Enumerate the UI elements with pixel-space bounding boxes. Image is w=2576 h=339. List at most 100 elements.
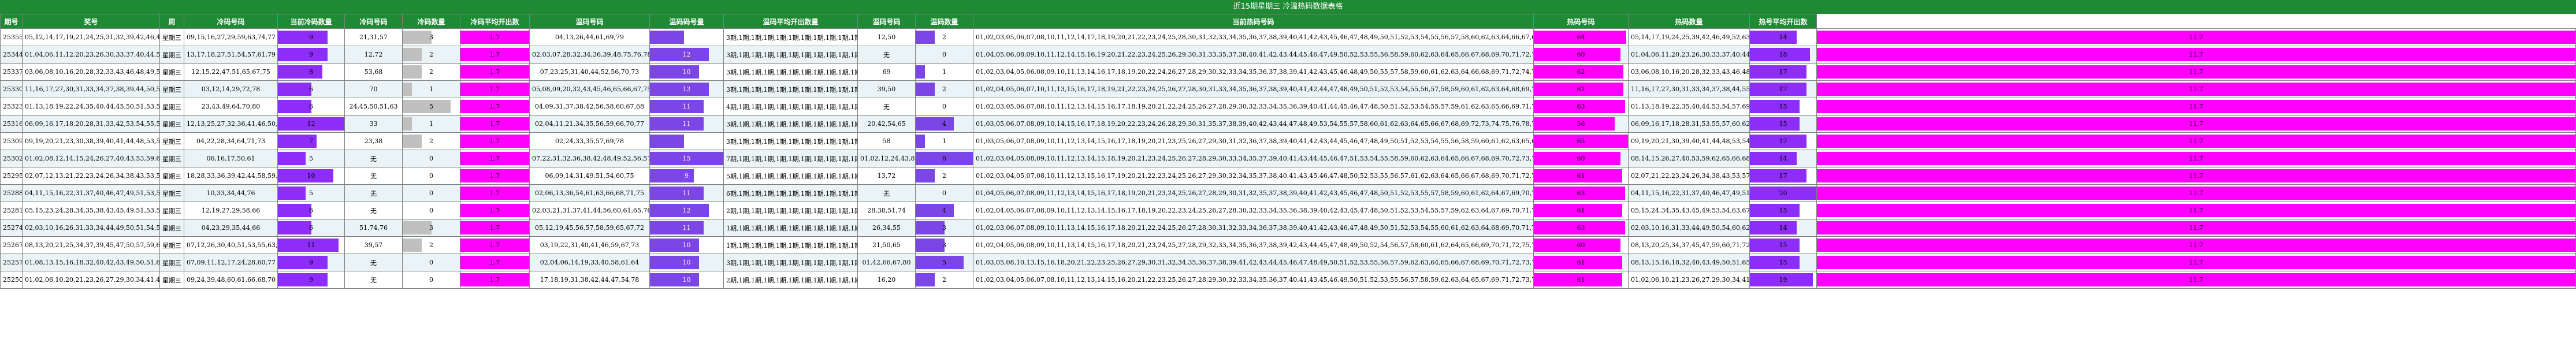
cold-count2-cell-bar (403, 117, 412, 131)
hot-count2-cell-bar (1750, 169, 1806, 182)
warm-count2-cell: 2 (915, 271, 973, 289)
warm-list-cell: 3期,1期,1期,1期,1期,1期,1期,1期,1期,1期,1期,1期,1期 (723, 63, 858, 81)
column-header[interactable]: 冷码号码 (184, 14, 278, 29)
numbers-cell: 02,03,10,16,26,31,33,34,44,49,50,51,54,5… (22, 219, 160, 237)
warm-count2-cell-value: 3 (942, 241, 946, 249)
numbers-cell: 05,12,14,17,19,21,24,25,31,32,39,42,46,4… (22, 28, 160, 46)
cold-count-cell-bar (278, 273, 328, 286)
column-header[interactable]: 期号 (0, 14, 23, 29)
warm-numbers-cell: 02,03,21,31,37,41,44,56,60,61,65,76 (529, 202, 650, 219)
table-row[interactable]: 25250 01,02,06,10,20,21,23,26,27,29,30,34… (0, 271, 2576, 289)
cold-count-cell-bar (278, 152, 306, 165)
table-row[interactable]: 25337 03,06,08,10,16,20,28,32,33,43,46,48… (0, 63, 2576, 81)
warm-list-cell: 5期,1期,1期,1期,1期,1期,1期,1期,1期,1期,1期,1期,1期 (723, 167, 858, 185)
cold-avg-cell-value: 1.7 (489, 241, 500, 249)
table-row[interactable]: 25344 01,04,06,11,12,20,23,26,30,33,37,40… (0, 46, 2576, 64)
column-header[interactable]: 温码数量 (915, 14, 973, 29)
table-row[interactable]: 25302 01,02,08,12,14,15,24,26,27,40,43,53… (0, 150, 2576, 167)
hot-count2-cell-bar (1750, 221, 1797, 234)
column-header[interactable]: 周 (159, 14, 184, 29)
warm-count-cell-bar (650, 187, 704, 200)
column-header[interactable]: 温码号码 (857, 14, 916, 29)
period-cell: 25257 (0, 254, 23, 271)
hot-current-cell: 01,02,03,04,05,08,09,10,11,12,13,14,15,1… (973, 150, 1534, 167)
table-row[interactable]: 25288 04,11,15,16,22,31,37,40,46,47,49,51… (0, 184, 2576, 202)
warm-count-cell-value: 11 (682, 224, 691, 232)
warm-count-cell: 10 (649, 236, 724, 254)
table-row[interactable]: 25267 08,13,20,21,25,34,37,39,45,47,50,57… (0, 236, 2576, 254)
cold-numbers2-cell: 51,74,76 (344, 219, 403, 237)
hot-avg-cell: 11.7 (1816, 167, 2576, 185)
hot-count2-cell-value: 14 (1779, 155, 1787, 162)
warm-count2-cell-bar (916, 169, 935, 182)
table-row[interactable]: 25257 01,08,13,15,16,18,32,40,42,43,49,50… (0, 254, 2576, 271)
warm-count2-cell: 4 (915, 115, 973, 133)
table-row[interactable]: 25330 11,16,17,27,30,31,33,34,37,38,39,44… (0, 80, 2576, 98)
hot-avg-cell-value: 11.7 (2189, 189, 2203, 197)
warm-count2-cell: 1 (915, 132, 973, 150)
cold-numbers2-cell: 无 (344, 271, 403, 289)
column-header[interactable]: 当前冷码数量 (277, 14, 345, 29)
table-row[interactable]: 25355 05,12,14,17,19,21,24,25,31,32,39,42… (0, 28, 2576, 46)
table-row[interactable]: 25323 01,13,18,19,22,24,35,40,44,45,50,51… (0, 98, 2576, 116)
column-header[interactable]: 奖号 (22, 14, 160, 29)
hot-count-cell: 62 (1533, 63, 1629, 81)
hot-count-cell: 60 (1533, 236, 1629, 254)
hot-avg-cell-bar (1817, 239, 2575, 252)
cold-avg-cell: 1.7 (460, 98, 530, 116)
column-header[interactable]: 温码平均开出数量 (723, 14, 858, 29)
hot-avg-cell-bar (1817, 221, 2575, 234)
column-header[interactable]: 当前热码号码 (973, 14, 1534, 29)
hot-avg-cell: 11.7 (1816, 63, 2576, 81)
column-header[interactable]: 热号平均开出数 (1749, 14, 1817, 29)
cold-avg-cell-bar (460, 65, 529, 79)
warm-numbers-cell: 02,24,33,35,57,69,78 (529, 132, 650, 150)
cold-avg-cell-value: 1.7 (489, 137, 500, 145)
hot-avg-cell: 11.7 (1816, 254, 2576, 271)
hot-count2-cell-value: 19 (1779, 276, 1787, 284)
warm-list-cell: 3期,1期,1期,1期,1期,1期,1期,1期,1期,1期,1期,1期,1期 (723, 46, 858, 64)
cold-count-cell-value: 8 (309, 68, 313, 76)
hot-count2-cell-value: 15 (1779, 259, 1787, 266)
hot-count-cell: 60 (1533, 46, 1629, 64)
cold-count-cell: 10 (277, 167, 345, 185)
hot-count2-cell-bar (1750, 239, 1800, 252)
cold-count2-cell-value: 5 (429, 103, 433, 110)
table-row[interactable]: 25295 02,07,12,13,21,22,23,24,26,34,38,43… (0, 167, 2576, 185)
cold-count-cell-bar (278, 117, 344, 131)
period-cell: 25267 (0, 236, 23, 254)
warm-count2-cell: 2 (915, 167, 973, 185)
hot-avg-cell-bar (1817, 83, 2575, 96)
column-header[interactable]: 热码数量 (1628, 14, 1750, 29)
cold-avg-cell: 1.7 (460, 63, 530, 81)
column-header[interactable]: 热码号码 (1533, 14, 1629, 29)
column-header[interactable]: 冷码号码 (344, 14, 403, 29)
hot-count2-cell-value: 17 (1779, 172, 1787, 180)
warm-count-cell-value: 7 (685, 33, 689, 41)
warm-count2-cell-value: 0 (942, 103, 946, 110)
hot-current-cell: 01,02,03,04,05,06,07,08,10,11,12,13,14,1… (973, 271, 1534, 289)
table-row[interactable]: 25281 05,15,23,24,28,34,35,38,43,45,49,51… (0, 202, 2576, 219)
column-header[interactable]: 冷码平均开出数 (460, 14, 530, 29)
hot-count-cell-value: 56 (1577, 120, 1585, 128)
cold-avg-cell-value: 1.7 (489, 68, 500, 76)
weekday-cell: 星期三 (159, 46, 184, 64)
column-header[interactable]: 温码码号量 (649, 14, 724, 29)
hot-current-cell: 01,02,03,05,06,07,08,10,11,12,14,17,18,1… (973, 28, 1534, 46)
hot-current-cell: 01,03,05,06,07,08,09,10,14,15,16,17,18,1… (973, 115, 1534, 133)
column-header[interactable]: 温码号码 (529, 14, 650, 29)
table-row[interactable]: 25274 02,03,10,16,26,31,33,34,44,49,50,51… (0, 219, 2576, 237)
table-row[interactable]: 25316 06,09,16,17,18,20,28,31,33,42,53,54… (0, 115, 2576, 133)
cold-count-cell: 9 (277, 271, 345, 289)
warm-count2-cell-bar (916, 204, 954, 217)
column-header[interactable]: 冷码数量 (402, 14, 460, 29)
hot-current-cell: 01,02,04,05,06,07,10,11,13,15,16,17,18,1… (973, 80, 1534, 98)
warm-count2-cell: 6 (915, 150, 973, 167)
hot-count2-cell-value: 18 (1779, 51, 1787, 58)
period-cell: 25288 (0, 184, 23, 202)
hot-avg-cell-value: 11.7 (2189, 103, 2203, 110)
numbers-cell: 09,19,20,21,23,30,38,39,40,41,44,48,53,5… (22, 132, 160, 150)
hot-avg-cell-bar (1817, 152, 2575, 165)
hot-avg-cell-bar (1817, 187, 2575, 200)
table-row[interactable]: 25309 09,19,20,21,23,30,38,39,40,41,44,48… (0, 132, 2576, 150)
